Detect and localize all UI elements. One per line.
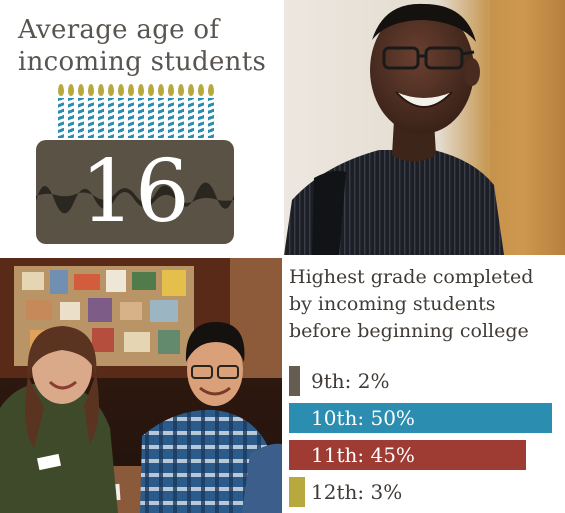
candle-flame-icon: [108, 84, 114, 96]
candle-flame-icon: [98, 84, 104, 96]
candle-icon: [68, 84, 74, 138]
candle-stick: [158, 98, 164, 138]
candle-stick: [128, 98, 134, 138]
candle-flame-icon: [188, 84, 194, 96]
bar-label-9th: 9th: 2%: [311, 369, 390, 393]
average-age-value: 16: [80, 142, 190, 242]
candle-stick: [208, 98, 214, 138]
candle-stick: [138, 98, 144, 138]
average-age-panel: Average age of incoming students 16: [0, 0, 282, 255]
candle-flame-icon: [158, 84, 164, 96]
birthday-candles: [58, 84, 214, 138]
candle-flame-icon: [168, 84, 174, 96]
candle-icon: [108, 84, 114, 138]
candle-icon: [118, 84, 124, 138]
bar-12th: [289, 477, 305, 507]
candle-flame-icon: [128, 84, 134, 96]
candle-stick: [78, 98, 84, 138]
bar-label-10th: 10th: 50%: [311, 406, 415, 430]
candle-stick: [168, 98, 174, 138]
bar-9th: [289, 366, 300, 396]
candle-flame-icon: [148, 84, 154, 96]
candle-flame-icon: [118, 84, 124, 96]
students-studying-photo: [0, 258, 282, 513]
grade-bars: 9th: 2% 10th: 50% 11th: 45% 12th: 3%: [289, 366, 565, 507]
bar-label-11th: 11th: 45%: [311, 443, 415, 467]
candle-flame-icon: [68, 84, 74, 96]
candle-stick: [68, 98, 74, 138]
candle-stick: [118, 98, 124, 138]
candle-icon: [208, 84, 214, 138]
student-portrait-photo: [284, 0, 565, 255]
candle-icon: [98, 84, 104, 138]
candle-flame-icon: [78, 84, 84, 96]
candle-icon: [188, 84, 194, 138]
bar-row-12th: 12th: 3%: [289, 477, 552, 507]
bar-row-10th: 10th: 50%: [289, 403, 552, 433]
average-age-title-line2: incoming students: [18, 47, 267, 77]
highest-grade-chart: Highest grade completed by incoming stud…: [284, 258, 565, 513]
cake-icing-line: [36, 182, 234, 214]
candle-flame-icon: [58, 84, 64, 96]
candle-flame-icon: [88, 84, 94, 96]
candle-icon: [58, 84, 64, 138]
bar-row-11th: 11th: 45%: [289, 440, 552, 470]
candle-stick: [108, 98, 114, 138]
candle-icon: [178, 84, 184, 138]
candle-stick: [198, 98, 204, 138]
average-age-title: Average age of incoming students: [18, 14, 280, 78]
average-age-title-line1: Average age of: [18, 15, 220, 45]
candle-flame-icon: [138, 84, 144, 96]
candle-icon: [138, 84, 144, 138]
chart-title: Highest grade completed by incoming stud…: [289, 264, 565, 345]
candle-stick: [178, 98, 184, 138]
bar-11th: [289, 440, 526, 470]
candle-icon: [198, 84, 204, 138]
chart-title-line1: Highest grade completed: [289, 266, 534, 288]
candle-flame-icon: [208, 84, 214, 96]
candle-stick: [98, 98, 104, 138]
bar-10th: [289, 403, 552, 433]
candle-stick: [88, 98, 94, 138]
candle-icon: [158, 84, 164, 138]
candle-flame-icon: [178, 84, 184, 96]
candle-stick: [148, 98, 154, 138]
bar-label-12th: 12th: 3%: [311, 480, 403, 504]
candle-flame-icon: [198, 84, 204, 96]
candle-icon: [128, 84, 134, 138]
candle-stick: [58, 98, 64, 138]
birthday-cake-icon: 16: [36, 140, 234, 244]
bar-row-9th: 9th: 2%: [289, 366, 552, 396]
candle-icon: [148, 84, 154, 138]
candle-icon: [168, 84, 174, 138]
chart-title-line2: by incoming students: [289, 293, 496, 315]
candle-icon: [88, 84, 94, 138]
chart-title-line3: before beginning college: [289, 320, 529, 342]
candle-icon: [78, 84, 84, 138]
candle-stick: [188, 98, 194, 138]
